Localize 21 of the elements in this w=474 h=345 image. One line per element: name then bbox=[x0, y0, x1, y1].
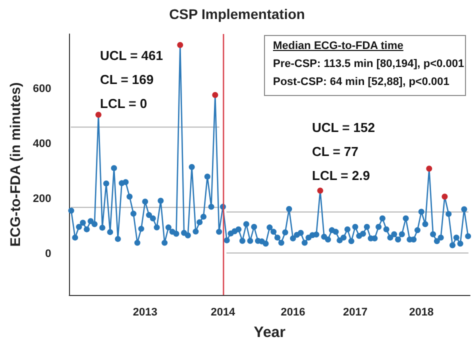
annotation: Pre-CSP: 113.5 min [80,194], p<0.001 bbox=[273, 58, 464, 70]
annotation: CL = 169 bbox=[100, 72, 154, 87]
y-axis-title: ECG-to-FDA (in minutes) bbox=[7, 82, 23, 247]
annotation: Post-CSP: 64 min [52,88], p<0.001 bbox=[273, 76, 450, 88]
x-tick-label: 2016 bbox=[280, 306, 306, 318]
annotation: UCL = 152 bbox=[312, 120, 375, 135]
x-axis-title: Year bbox=[254, 324, 286, 341]
y-tick-label: 200 bbox=[32, 192, 52, 205]
y-tick-label: 600 bbox=[32, 82, 52, 95]
x-tick-label: 2017 bbox=[342, 306, 368, 318]
y-tick-label: 400 bbox=[32, 138, 52, 150]
annotation: LCL = 2.9 bbox=[312, 168, 370, 183]
y-tick-label: 0 bbox=[45, 248, 52, 260]
x-tick-label: 2013 bbox=[132, 306, 158, 318]
annotation: LCL = 0 bbox=[100, 96, 148, 111]
annotation: UCL = 461 bbox=[100, 48, 163, 63]
chart-title: CSP Implementation bbox=[169, 6, 305, 22]
x-tick-label: 2014 bbox=[210, 306, 236, 318]
x-tick-label: 2018 bbox=[409, 306, 434, 318]
annotation: CL = 77 bbox=[312, 144, 358, 159]
annotation: Median ECG-to-FDA time bbox=[273, 40, 404, 52]
